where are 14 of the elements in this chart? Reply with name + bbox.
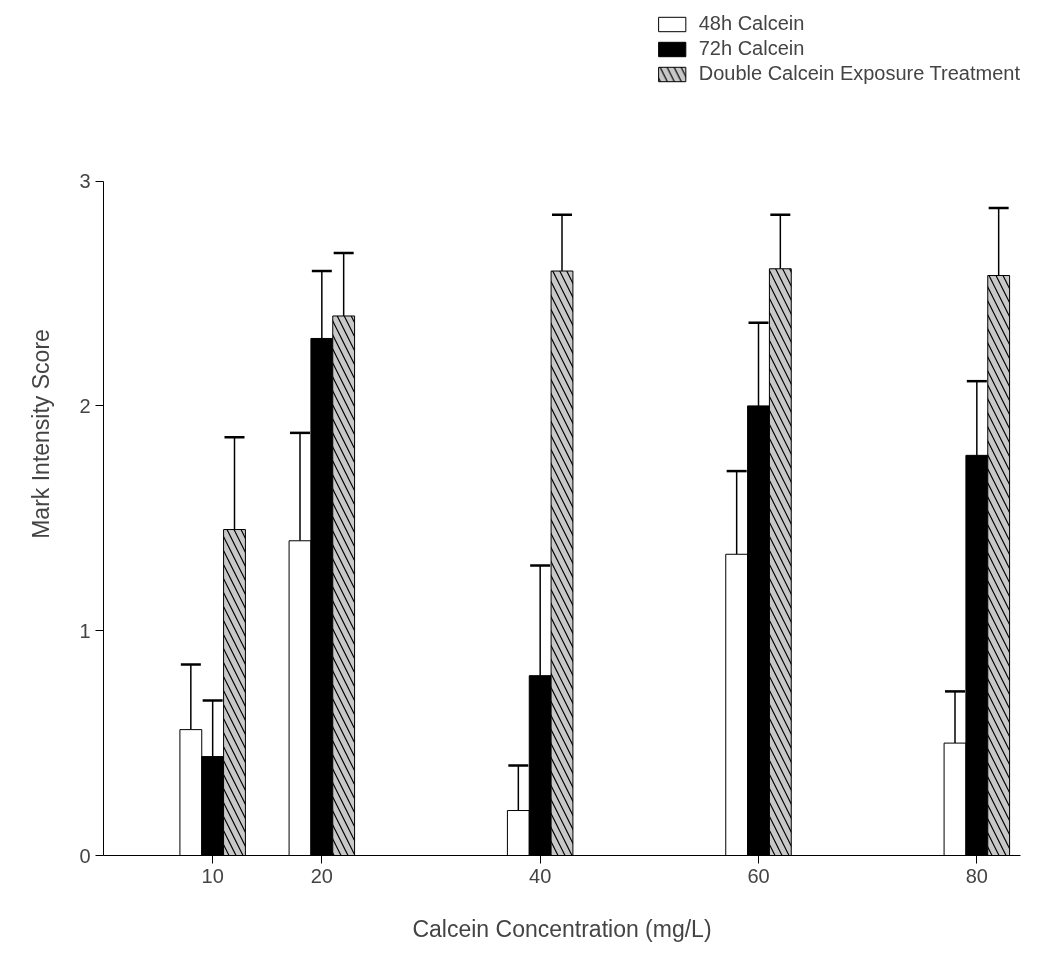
legend-label: 48h Calcein	[698, 12, 805, 35]
y-tick-label: 2	[79, 394, 91, 417]
x-tick-label: 10	[201, 864, 224, 887]
x-tick-label: 20	[310, 864, 333, 887]
y-axis-title: Mark Intensity Score	[28, 329, 55, 539]
y-tick-label: 1	[79, 619, 91, 642]
x-axis-title: Calcein Concentration (mg/L)	[412, 915, 712, 942]
x-tick-label: 60	[747, 864, 770, 887]
x-tick-label: 40	[529, 864, 552, 887]
x-tick-label: 80	[965, 864, 988, 887]
legend-label: Double Calcein Exposure Treatment	[698, 62, 1020, 85]
y-tick-label: 0	[79, 844, 91, 867]
y-tick-label: 3	[79, 170, 91, 193]
legend-label: 72h Calcein	[698, 37, 805, 60]
